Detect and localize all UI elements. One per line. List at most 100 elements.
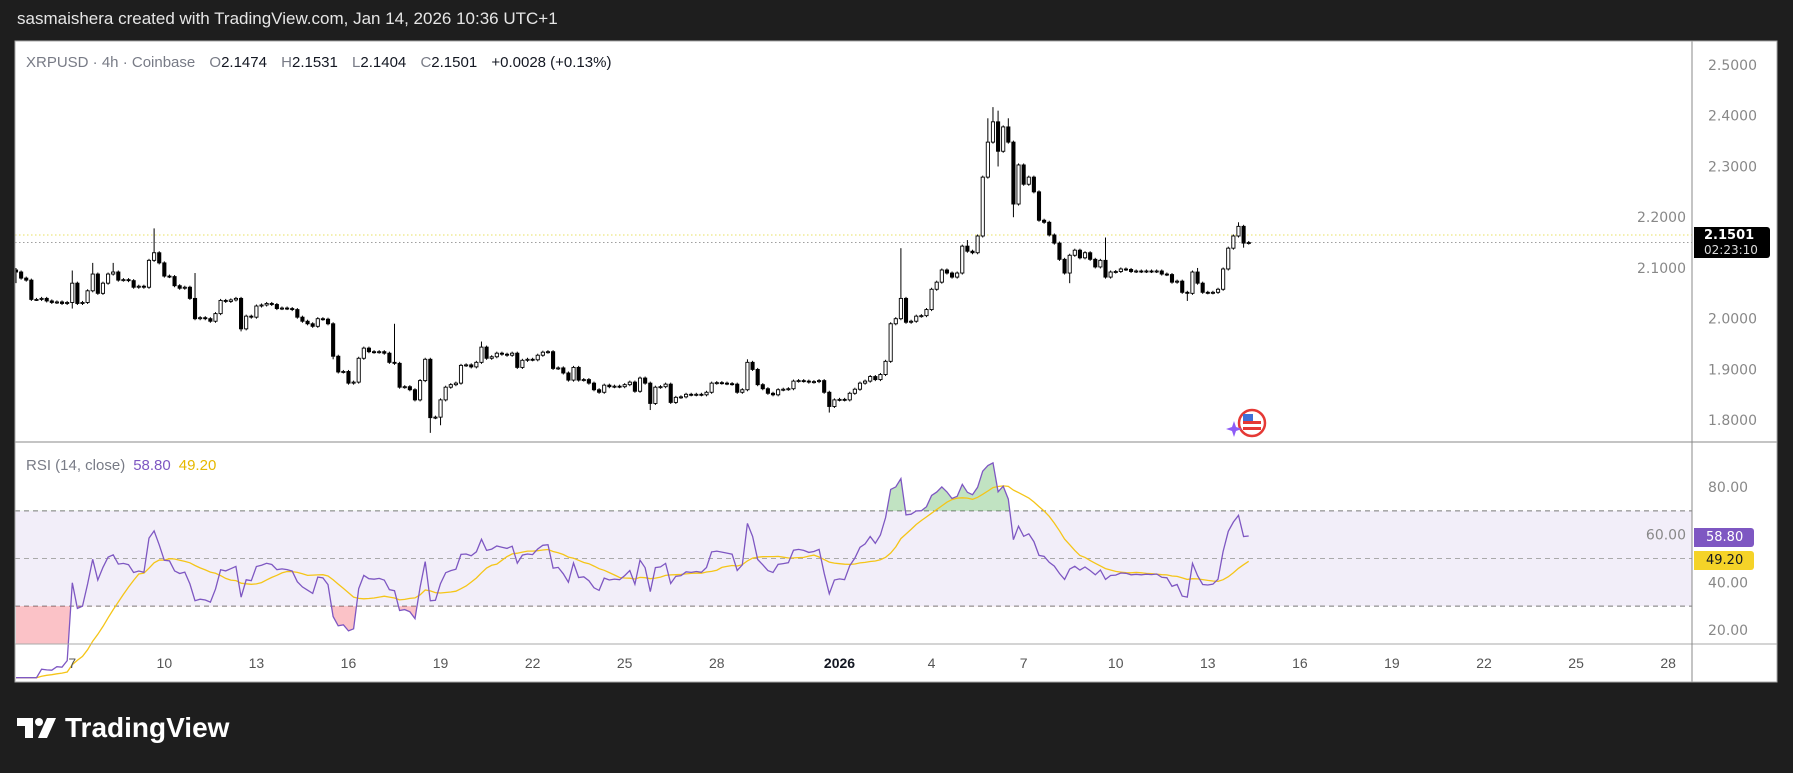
rsi-axis[interactable]: 80.00 60.00 40.00 20.00	[1646, 480, 1748, 639]
candle-body	[827, 391, 832, 407]
candle	[985, 118, 990, 179]
candle-body	[658, 386, 663, 389]
candle	[126, 278, 131, 283]
time-tick-label: 7	[68, 655, 76, 671]
candle	[1093, 257, 1098, 269]
candle	[515, 351, 520, 369]
candle-body	[955, 272, 960, 278]
candle-body	[724, 382, 730, 385]
candle-body	[581, 379, 586, 382]
time-tick-label: 22	[1476, 655, 1492, 671]
rsi-title[interactable]: RSI (14, close)	[26, 457, 126, 474]
tradingview-logo[interactable]: TradingView	[17, 712, 229, 744]
candle-body	[331, 323, 336, 357]
candle-body	[1021, 164, 1026, 185]
rsi-tick-label: 60.00	[1646, 528, 1686, 544]
candle	[1057, 241, 1062, 261]
candle-body	[893, 318, 898, 325]
candle	[187, 285, 192, 300]
candle	[146, 258, 152, 289]
candle-body	[888, 323, 893, 362]
candle-body	[141, 285, 146, 288]
time-axis[interactable]: 7 10 13 16 19 22 25 28 2026 4 7 10 13 16 19 22 25 28	[68, 655, 1676, 671]
candle-body	[796, 380, 801, 383]
candles-group	[15, 107, 1251, 433]
candle	[929, 287, 934, 312]
candle-body	[1215, 288, 1221, 293]
candle-body	[1001, 126, 1006, 152]
chart-border	[14, 40, 1778, 683]
candle-body	[290, 308, 295, 311]
time-tick-label: 25	[617, 655, 633, 671]
candle-body	[274, 304, 279, 310]
candle-body	[320, 318, 325, 321]
candle	[1159, 269, 1164, 276]
candle-body	[1210, 291, 1215, 294]
candle-body	[366, 347, 371, 353]
candle	[346, 369, 351, 385]
candle-body	[704, 391, 709, 396]
candle-body	[382, 351, 387, 354]
candle	[1026, 175, 1031, 186]
candle-body	[806, 380, 811, 383]
low-label: L	[352, 54, 361, 71]
price-axis[interactable]: 2.5000 2.4000 2.3000 2.2000 2.1000 2.0000 1.90…	[1637, 58, 1757, 429]
rsi-legend[interactable]: RSI (14, close) 58.80 49.20	[26, 457, 216, 474]
candle	[70, 270, 75, 309]
candle	[59, 300, 65, 306]
candle-body	[1042, 219, 1047, 223]
candle-body	[136, 285, 141, 288]
symbol-info[interactable]: XRPUSD · 4h · Coinbase	[26, 54, 196, 71]
candle	[689, 392, 694, 397]
candle-body	[233, 297, 238, 301]
candle	[566, 371, 571, 382]
candle-body	[566, 372, 571, 381]
candle-body	[341, 371, 346, 373]
candle-body	[576, 366, 581, 381]
candle-body	[162, 262, 167, 277]
candle-body	[295, 309, 300, 318]
candle	[1129, 267, 1134, 274]
candle-body	[730, 383, 735, 386]
candle-body	[1144, 270, 1149, 273]
time-tick-label: 16	[1292, 655, 1308, 671]
candle-body	[510, 352, 515, 356]
symbol-legend[interactable]: XRPUSD · 4h · Coinbase O2.1474 H2.1531 L…	[26, 54, 611, 71]
candle-body	[361, 347, 366, 359]
candle	[387, 351, 392, 364]
candle	[121, 278, 126, 282]
candle	[479, 341, 484, 364]
candle-body	[208, 318, 213, 322]
candle	[254, 304, 259, 319]
candle	[617, 384, 622, 389]
candle	[1067, 253, 1072, 284]
candle-body	[1052, 234, 1057, 244]
candle	[724, 381, 730, 386]
candle	[924, 308, 929, 318]
candle	[903, 296, 909, 324]
candle	[673, 395, 678, 404]
candle-body	[939, 269, 944, 283]
rsi-overbought-fill	[16, 462, 1249, 511]
economic-events-icon[interactable]	[1226, 408, 1267, 438]
candle	[684, 392, 689, 399]
candle-body	[1047, 221, 1052, 236]
candle	[15, 267, 19, 284]
candle	[817, 379, 822, 384]
candle	[1226, 246, 1231, 271]
candle	[520, 358, 525, 369]
candle	[285, 306, 290, 311]
candle-body	[464, 364, 469, 367]
candle	[453, 381, 458, 387]
candle-body	[423, 358, 428, 382]
candle	[1072, 248, 1077, 257]
candle	[960, 244, 965, 275]
candle	[551, 350, 556, 370]
candle	[822, 379, 827, 394]
candle	[643, 376, 648, 385]
candle-body	[980, 176, 985, 237]
candle	[131, 279, 136, 289]
rsi-ma-value-label: 49.20	[1694, 550, 1754, 570]
candle	[177, 284, 182, 290]
